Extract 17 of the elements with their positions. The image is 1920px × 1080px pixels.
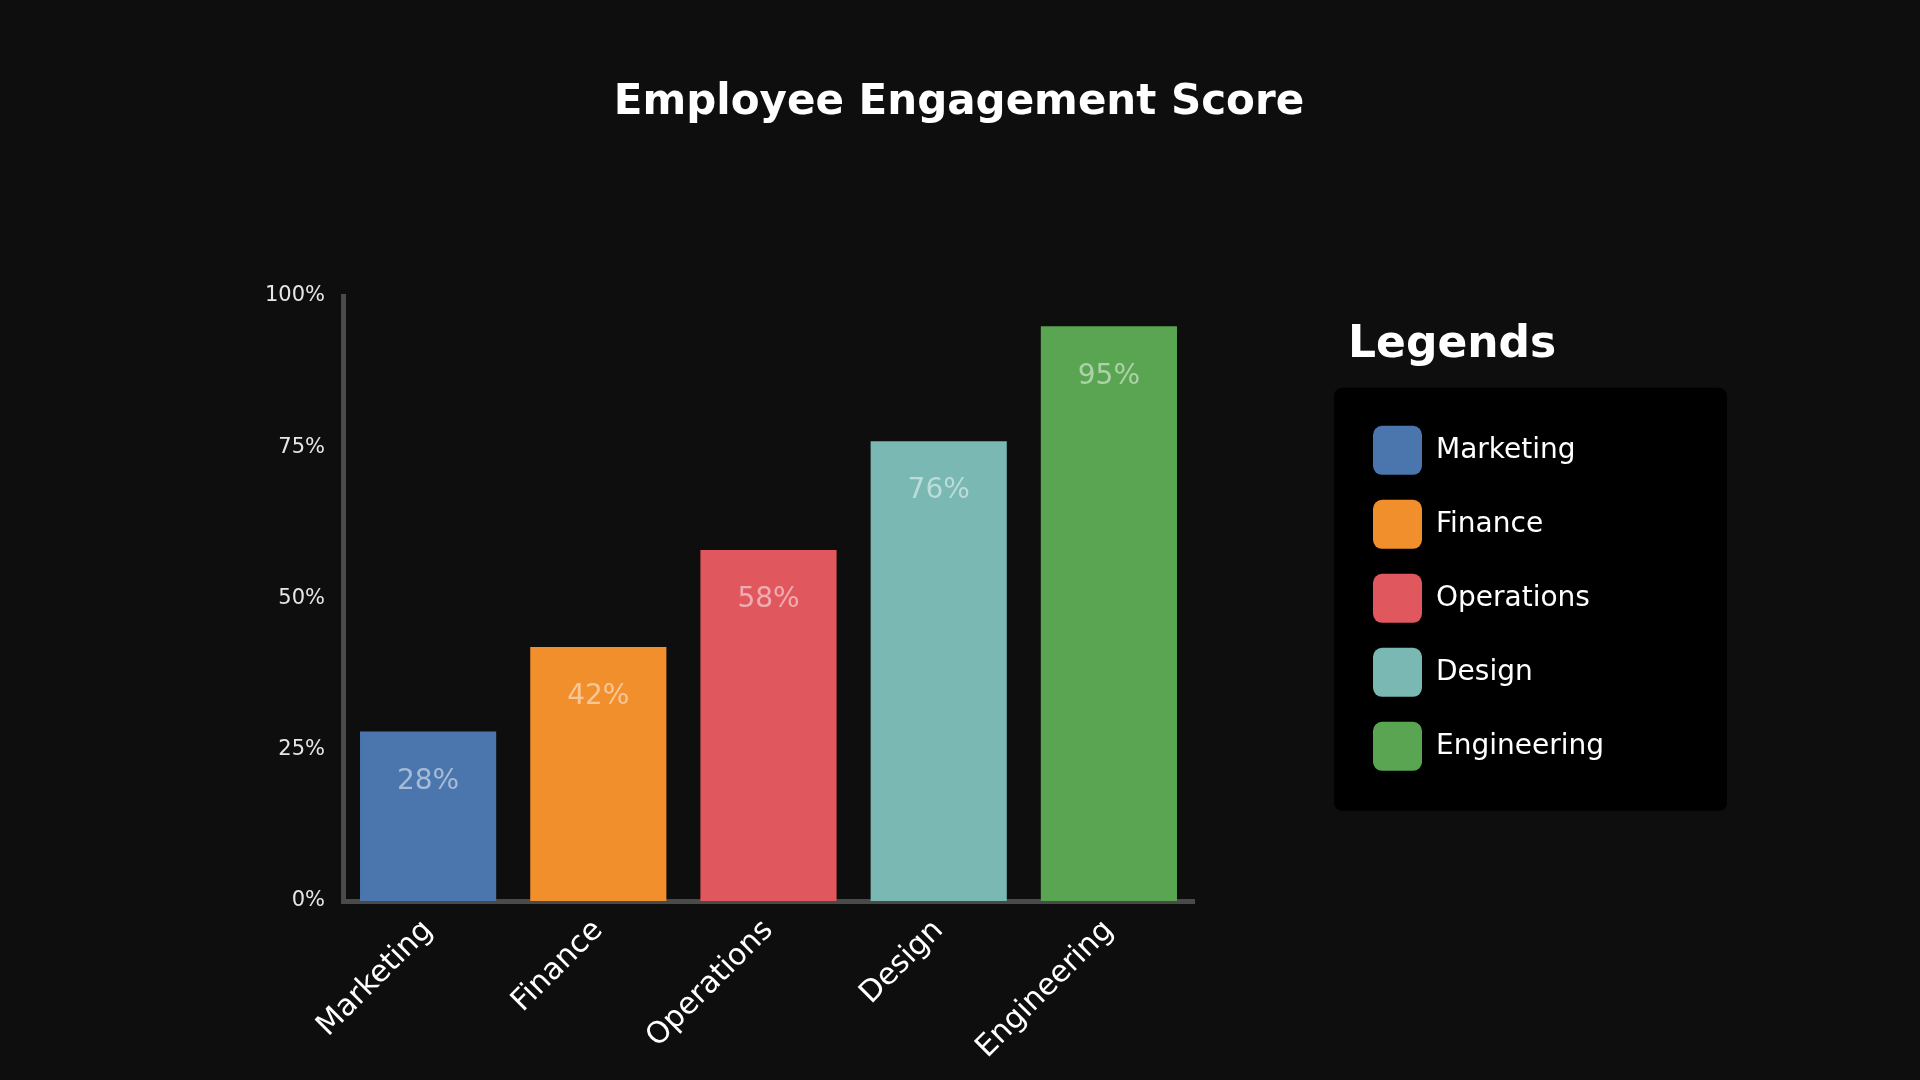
data-label: 76% — [907, 472, 970, 506]
legend-label: Finance — [1436, 505, 1544, 539]
data-label: 42% — [567, 678, 630, 712]
y-tick-label: 50% — [278, 584, 325, 609]
data-label: 28% — [396, 762, 460, 796]
legend-label: Operations — [1436, 579, 1590, 613]
legend-title: Legends — [1348, 316, 1557, 368]
legend-label: Engineering — [1436, 727, 1604, 761]
y-tick-label: 25% — [278, 736, 325, 761]
data-label: 95% — [1077, 357, 1141, 391]
data-label: 58% — [737, 581, 800, 615]
legend-label: Design — [1436, 653, 1533, 687]
legend-label: Marketing — [1436, 431, 1576, 465]
y-tick-label: 0% — [291, 887, 325, 912]
y-tick-label: 100% — [264, 282, 325, 307]
y-tick-label: 75% — [278, 433, 325, 458]
chart-title: Employee Engagement Score — [613, 75, 1305, 125]
